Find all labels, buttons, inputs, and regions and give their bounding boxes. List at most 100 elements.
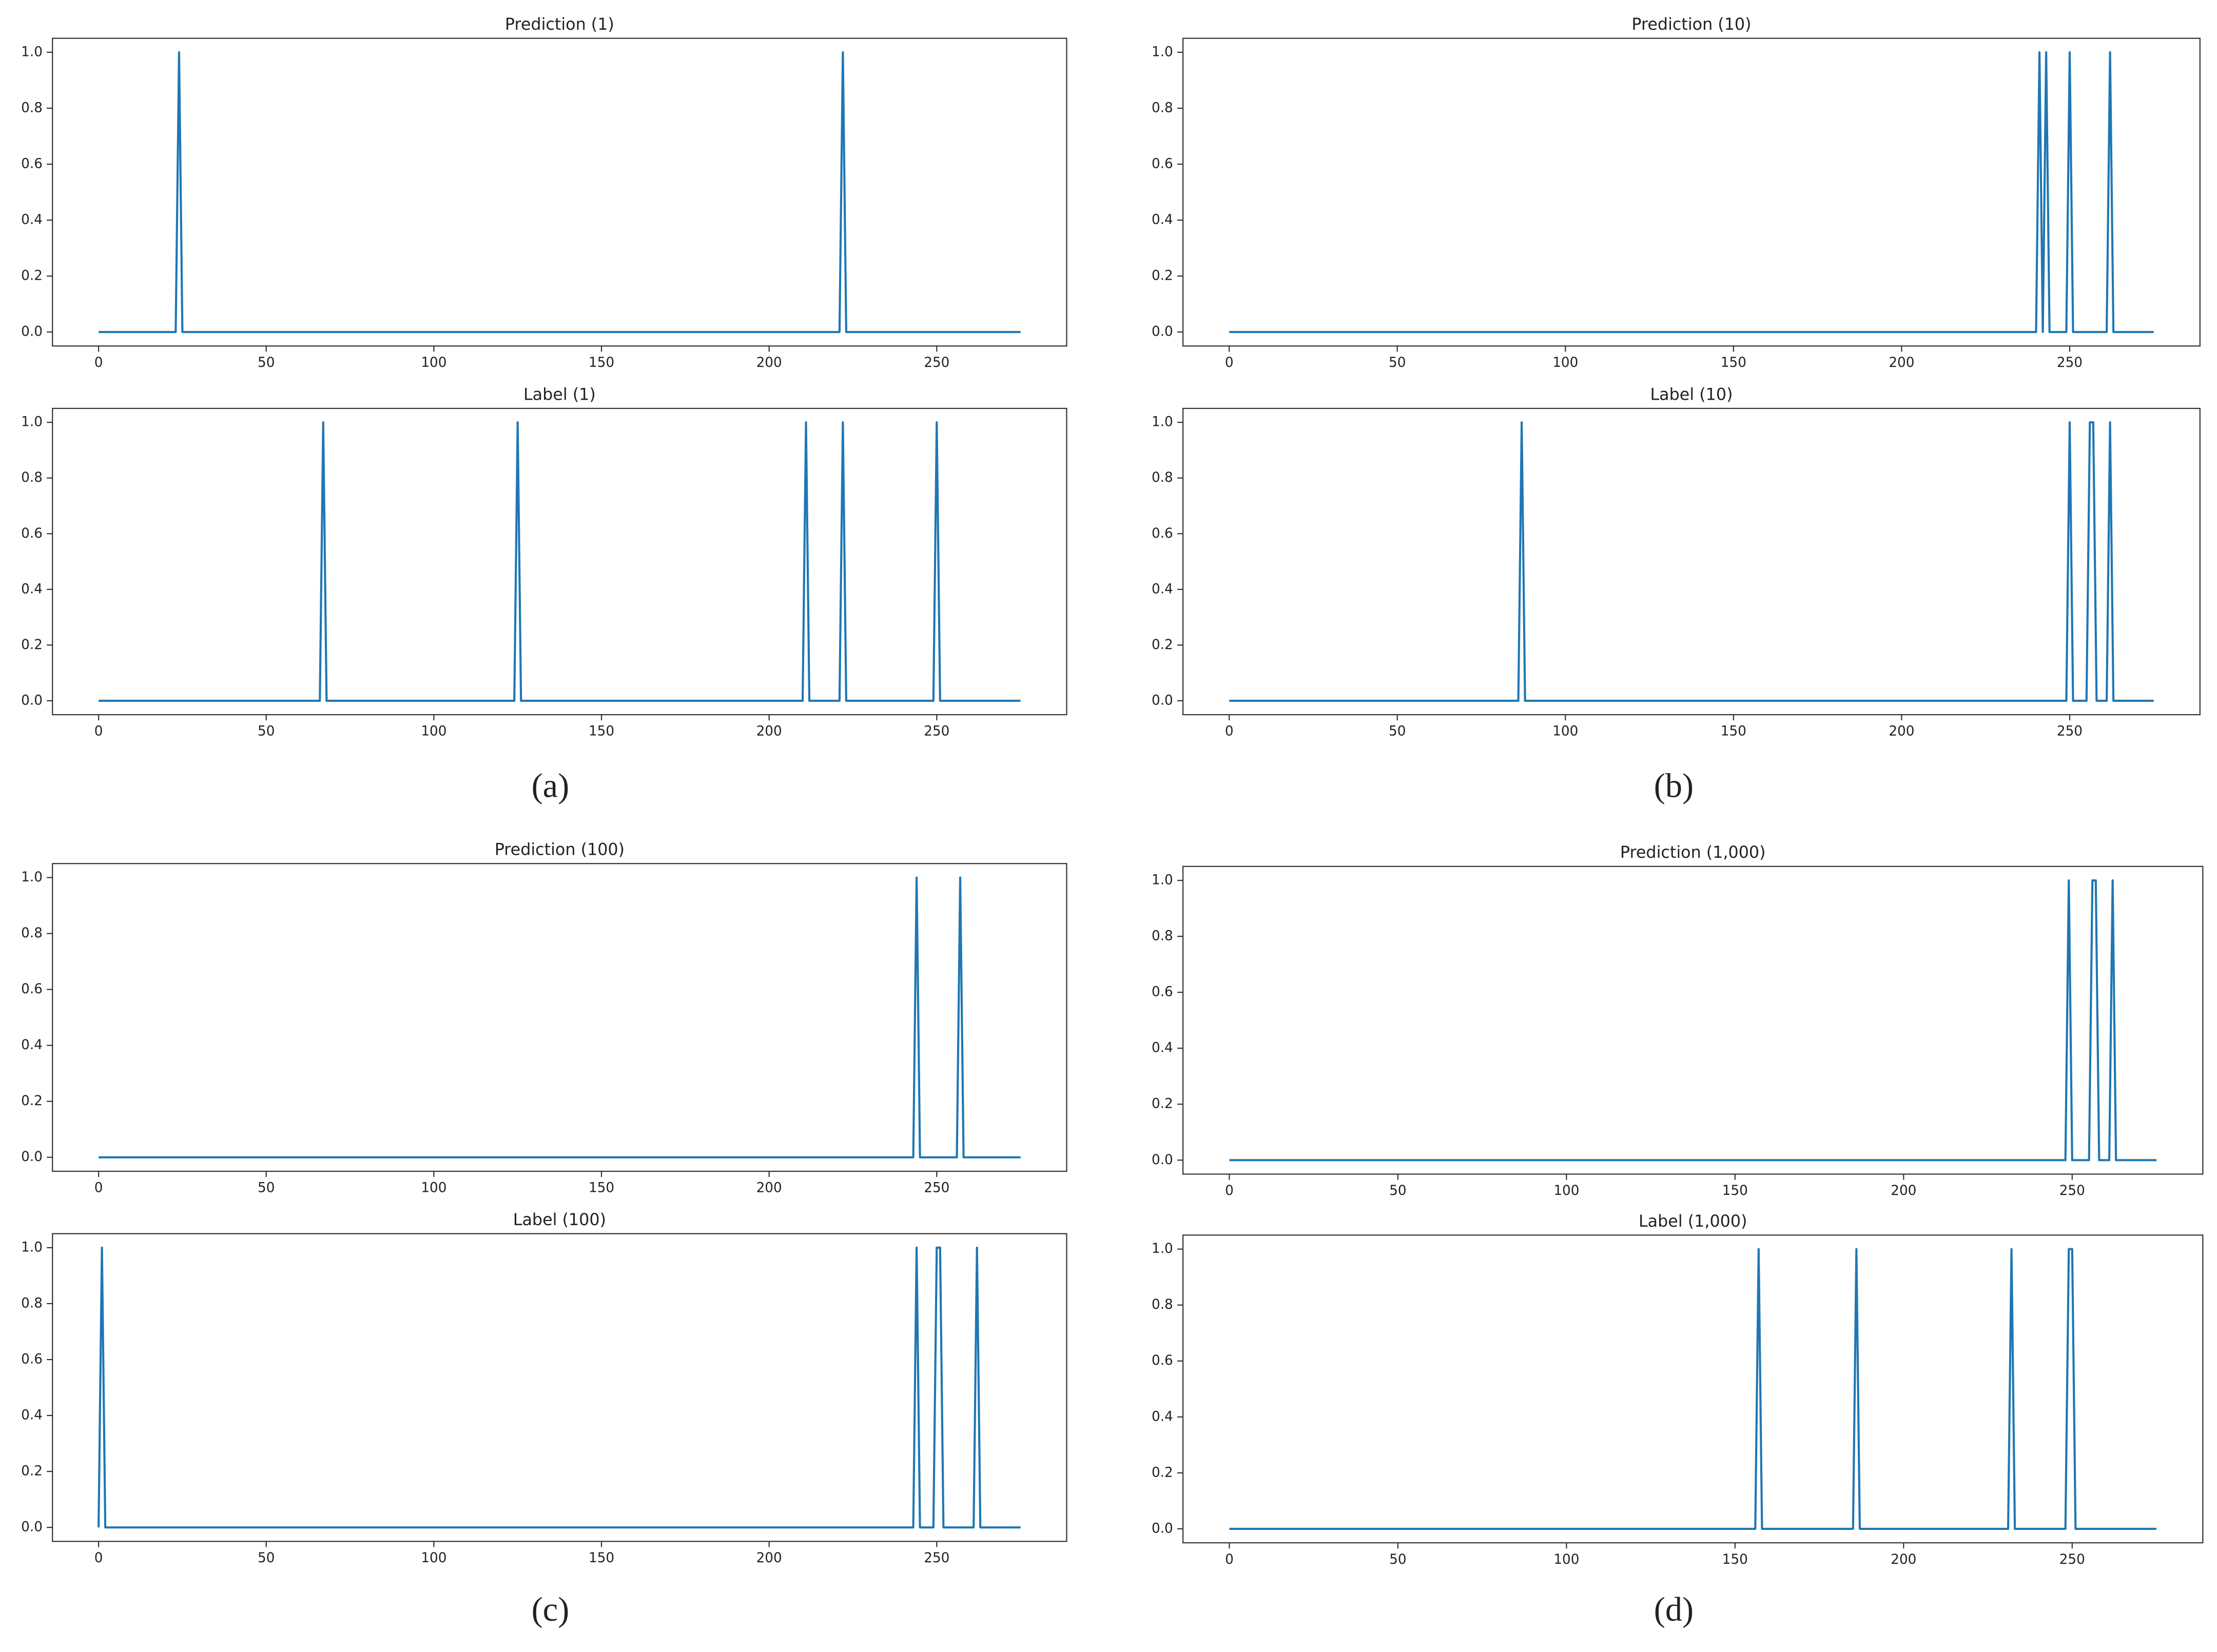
y-tick-label: 0.8 — [1152, 1297, 1173, 1312]
panel-caption: (a) — [532, 767, 570, 804]
data-line — [99, 421, 1021, 702]
x-tick-label: 150 — [1721, 355, 1746, 370]
y-tick-label: 0.6 — [21, 981, 43, 997]
chart-title: Label (1,000) — [1639, 1212, 1747, 1231]
panel-caption: (c) — [532, 1591, 570, 1628]
y-tick-label: 0.2 — [21, 268, 43, 284]
x-tick-label: 250 — [924, 1550, 949, 1566]
y-tick-label: 0.6 — [1152, 156, 1173, 172]
x-tick-label: 0 — [1225, 724, 1234, 739]
x-tick-label: 0 — [94, 1550, 103, 1566]
y-tick-label: 0.0 — [1152, 1521, 1173, 1536]
x-tick-label: 0 — [1225, 1183, 1234, 1198]
x-tick-label: 0 — [94, 1181, 103, 1196]
chart-title: Prediction (1,000) — [1620, 843, 1766, 862]
x-tick-label: 50 — [258, 355, 275, 370]
data-line — [99, 876, 1021, 1158]
x-tick-label: 150 — [1722, 1552, 1748, 1567]
x-tick-label: 150 — [589, 1181, 614, 1196]
x-tick-label: 250 — [924, 724, 949, 739]
y-tick-label: 0.2 — [1152, 637, 1173, 653]
x-tick-label: 100 — [1552, 724, 1578, 739]
axes-frame — [52, 863, 1067, 1172]
x-tick-label: 50 — [1389, 1183, 1406, 1198]
x-tick-label: 250 — [924, 1181, 949, 1196]
y-tick-label: 0.0 — [1152, 324, 1173, 340]
y-tick-label: 0.6 — [1152, 1353, 1173, 1368]
x-tick-label: 100 — [1553, 1183, 1579, 1198]
y-tick-label: 1.0 — [21, 44, 43, 60]
y-tick-label: 0.2 — [1152, 1465, 1173, 1480]
chart-title: Label (100) — [513, 1211, 606, 1229]
x-tick-label: 0 — [94, 724, 103, 739]
y-tick-label: 0.2 — [1152, 1096, 1173, 1112]
y-tick-label: 0.0 — [21, 324, 43, 340]
x-tick-label: 100 — [421, 724, 446, 739]
x-tick-label: 150 — [1722, 1183, 1748, 1198]
y-tick-label: 0.4 — [21, 581, 43, 597]
data-line — [1229, 421, 2154, 702]
y-tick-label: 0.2 — [1152, 268, 1173, 284]
x-tick-label: 0 — [1225, 355, 1234, 370]
y-tick-label: 1.0 — [1152, 415, 1173, 430]
data-line — [99, 51, 1021, 333]
y-tick-label: 0.8 — [21, 1295, 43, 1311]
panel-caption: (b) — [1654, 767, 1694, 804]
chart-title: Prediction (10) — [1631, 15, 1751, 34]
y-tick-label: 0.8 — [1152, 100, 1173, 115]
x-tick-label: 50 — [258, 1181, 275, 1196]
y-tick-label: 0.8 — [1152, 470, 1173, 485]
x-tick-label: 100 — [421, 1550, 446, 1566]
y-tick-label: 0.0 — [21, 1520, 43, 1535]
axes-frame — [1182, 37, 2201, 347]
chart-title: Prediction (1) — [505, 15, 614, 34]
axes-frame — [52, 407, 1067, 716]
y-tick-label: 0.6 — [21, 156, 43, 172]
data-line — [1229, 1248, 2157, 1530]
x-tick-label: 100 — [1553, 1552, 1579, 1567]
x-tick-label: 200 — [1891, 1552, 1916, 1567]
y-tick-label: 0.4 — [21, 212, 43, 228]
y-tick-label: 1.0 — [21, 870, 43, 885]
y-tick-label: 0.0 — [21, 1149, 43, 1165]
x-tick-label: 50 — [258, 724, 275, 739]
chart-title: Label (1) — [523, 385, 596, 404]
x-tick-label: 200 — [756, 1181, 782, 1196]
x-tick-label: 250 — [2059, 1183, 2085, 1198]
y-tick-label: 0.6 — [1152, 985, 1173, 1000]
y-tick-label: 0.0 — [1152, 1152, 1173, 1168]
y-tick-label: 0.0 — [21, 693, 43, 708]
x-tick-label: 100 — [421, 1181, 446, 1196]
x-tick-label: 50 — [1389, 724, 1406, 739]
y-tick-label: 0.4 — [1152, 212, 1173, 228]
y-tick-label: 0.6 — [1152, 526, 1173, 541]
axes-frame — [1182, 866, 2204, 1175]
x-tick-label: 0 — [94, 355, 103, 370]
x-tick-label: 250 — [2059, 1552, 2085, 1567]
y-tick-label: 1.0 — [1152, 873, 1173, 888]
y-tick-label: 0.2 — [21, 1093, 43, 1109]
y-tick-label: 0.2 — [21, 637, 43, 653]
axes-frame — [52, 37, 1067, 347]
y-tick-label: 0.8 — [21, 470, 43, 485]
x-tick-label: 100 — [1552, 355, 1578, 370]
y-tick-label: 0.4 — [21, 1408, 43, 1423]
y-tick-label: 0.0 — [1152, 693, 1173, 708]
y-tick-label: 0.4 — [1152, 1040, 1173, 1056]
y-tick-label: 0.8 — [21, 100, 43, 115]
data-line — [1229, 879, 2157, 1162]
chart-title: Label (10) — [1650, 385, 1733, 404]
y-tick-label: 0.6 — [21, 1351, 43, 1367]
x-tick-label: 200 — [756, 355, 782, 370]
axes-frame — [1182, 1234, 2204, 1544]
y-tick-label: 1.0 — [21, 415, 43, 430]
x-tick-label: 250 — [924, 355, 949, 370]
x-tick-label: 200 — [1889, 355, 1914, 370]
data-line — [1229, 51, 2154, 333]
x-tick-label: 200 — [756, 724, 782, 739]
data-line — [98, 1246, 1021, 1529]
x-tick-label: 200 — [1889, 724, 1914, 739]
x-tick-label: 200 — [1891, 1183, 1916, 1198]
